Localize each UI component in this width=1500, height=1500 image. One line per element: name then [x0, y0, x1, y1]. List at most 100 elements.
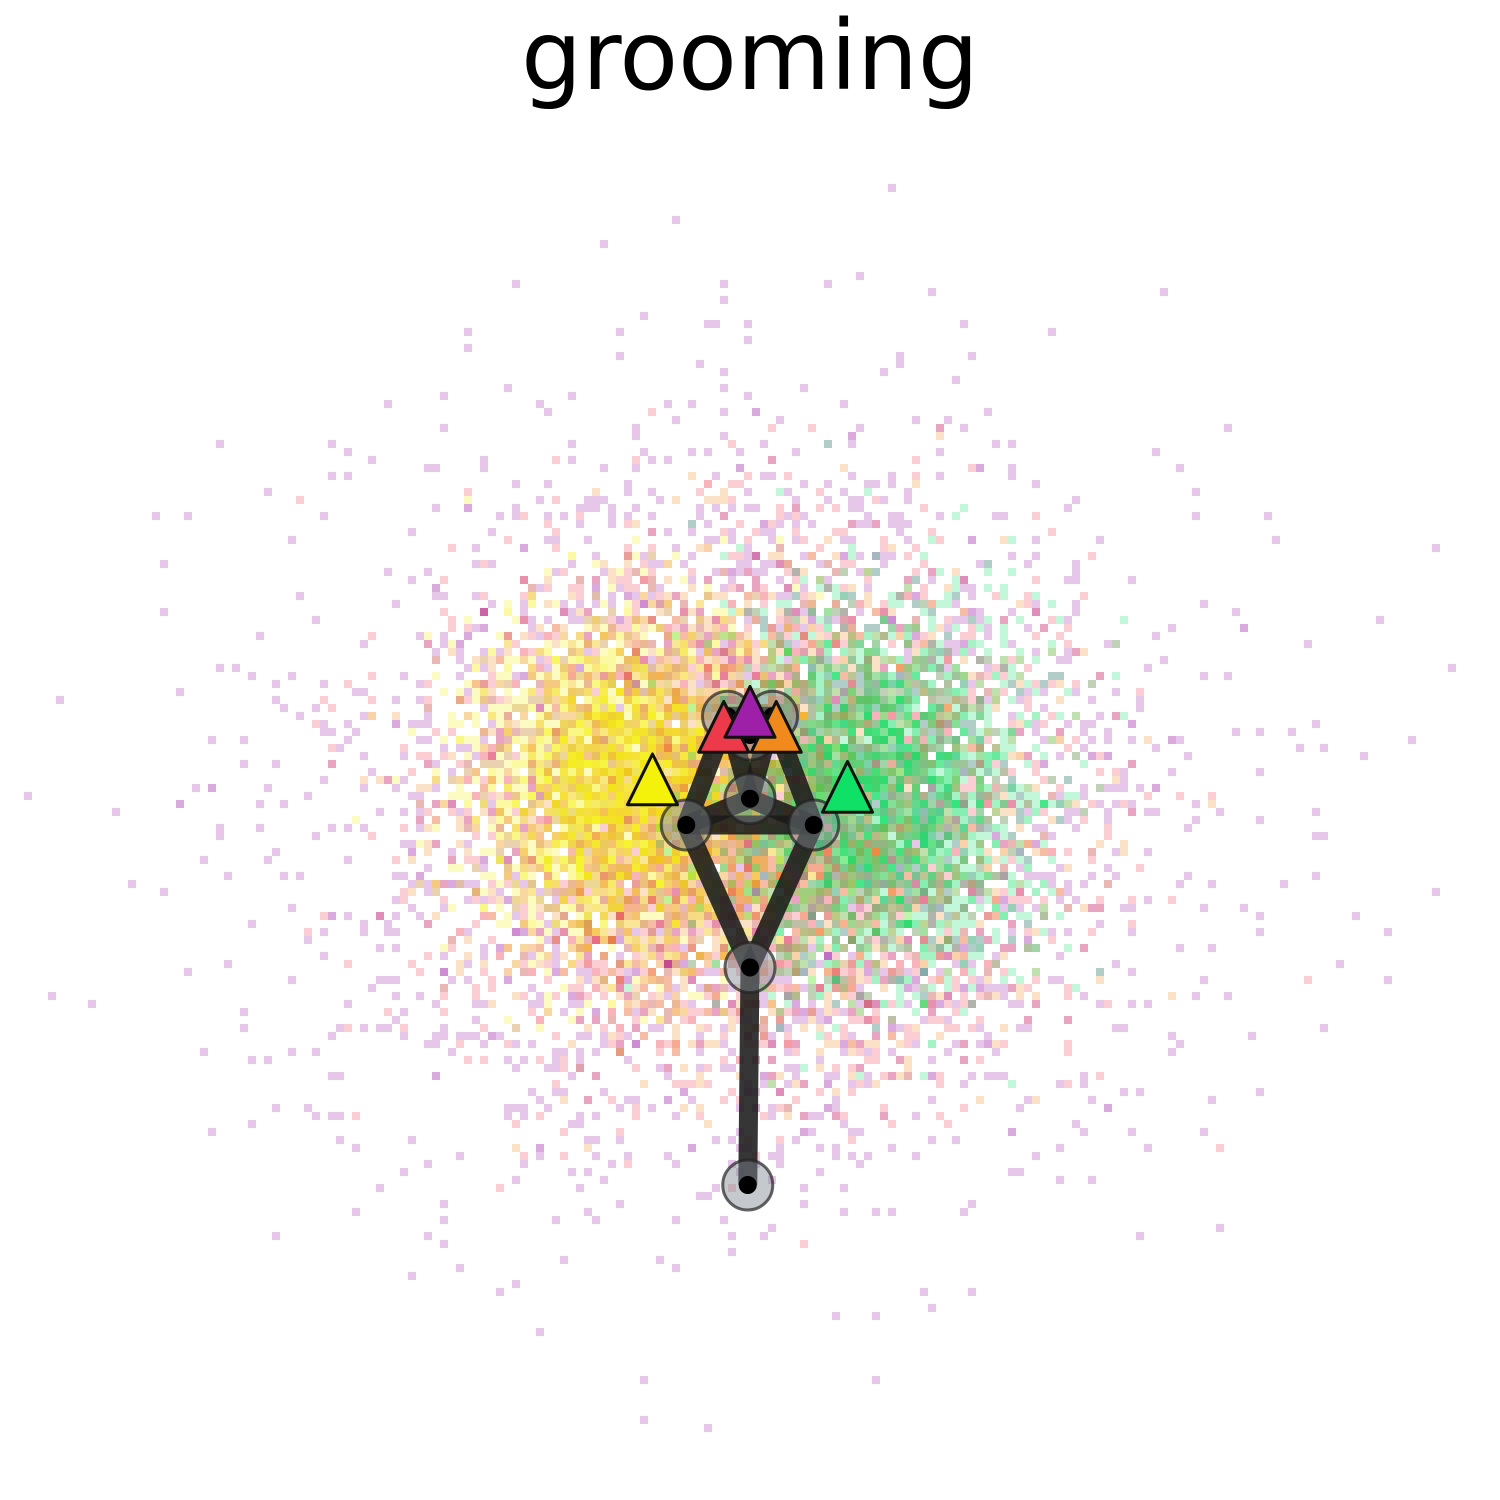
density-cell [680, 920, 688, 928]
density-cell [1048, 616, 1056, 624]
density-cell [552, 704, 560, 712]
density-cell [680, 784, 688, 792]
density-cell [1072, 568, 1080, 576]
density-cell [632, 936, 640, 944]
density-cell [1072, 896, 1080, 904]
density-cell [832, 736, 840, 744]
density-cell [672, 784, 680, 792]
density-cell [808, 856, 816, 864]
density-cell [936, 880, 944, 888]
density-cell [856, 944, 864, 952]
density-cell [160, 608, 168, 616]
density-cell [680, 1000, 688, 1008]
density-cell [888, 896, 896, 904]
density-cell [568, 920, 576, 928]
density-cell [720, 984, 728, 992]
density-cell [624, 488, 632, 496]
density-cell [640, 600, 648, 608]
density-cell [840, 960, 848, 968]
density-cell [480, 784, 488, 792]
density-cell [392, 992, 400, 1000]
density-cell [688, 1144, 696, 1152]
density-cell [704, 928, 712, 936]
density-cell [920, 688, 928, 696]
density-cell [968, 1024, 976, 1032]
density-cell [440, 608, 448, 616]
density-cell [792, 448, 800, 456]
density-cell [752, 832, 760, 840]
density-cell [808, 1008, 816, 1016]
density-cell [592, 584, 600, 592]
density-cell [952, 984, 960, 992]
density-cell [512, 504, 520, 512]
density-cell [760, 848, 768, 856]
density-cell [832, 1112, 840, 1120]
density-cell [640, 1416, 648, 1424]
density-cell [344, 960, 352, 968]
density-cell [800, 720, 808, 728]
density-cell [632, 1096, 640, 1104]
density-cell [736, 632, 744, 640]
density-cell [312, 720, 320, 728]
density-cell [1112, 776, 1120, 784]
density-cell [720, 1216, 728, 1224]
density-cell [936, 824, 944, 832]
density-cell [1296, 744, 1304, 752]
density-cell [880, 688, 888, 696]
density-cell [704, 1008, 712, 1016]
density-cell [872, 1376, 880, 1384]
density-cell [520, 904, 528, 912]
density-cell [728, 696, 736, 704]
density-cell [576, 520, 584, 528]
density-cell [800, 536, 808, 544]
density-cell [760, 1024, 768, 1032]
density-cell [968, 872, 976, 880]
density-cell [520, 952, 528, 960]
density-cell [872, 520, 880, 528]
density-cell [928, 904, 936, 912]
density-cell [872, 480, 880, 488]
density-cell [944, 992, 952, 1000]
density-cell [1008, 440, 1016, 448]
density-cell [672, 688, 680, 696]
density-cell [1072, 752, 1080, 760]
density-cell [952, 832, 960, 840]
density-cell [1016, 984, 1024, 992]
density-cell [1000, 872, 1008, 880]
density-cell [616, 1040, 624, 1048]
density-cell [568, 1000, 576, 1008]
density-cell [1128, 576, 1136, 584]
density-cell [1000, 784, 1008, 792]
density-cell [512, 640, 520, 648]
density-cell [728, 856, 736, 864]
density-cell [1040, 912, 1048, 920]
density-cell [552, 760, 560, 768]
density-cell [600, 640, 608, 648]
density-cell [1128, 760, 1136, 768]
density-cell [1032, 1000, 1040, 1008]
density-cell [472, 888, 480, 896]
density-cell [936, 720, 944, 728]
density-cell [704, 712, 712, 720]
density-cell [792, 896, 800, 904]
density-cell [864, 992, 872, 1000]
density-cell [704, 992, 712, 1000]
density-cell [656, 656, 664, 664]
density-cell [904, 824, 912, 832]
density-cell [712, 984, 720, 992]
density-cell [728, 640, 736, 648]
density-cell [904, 792, 912, 800]
density-cell [736, 848, 744, 856]
density-cell [832, 872, 840, 880]
density-cell [1072, 1120, 1080, 1128]
density-cell [552, 456, 560, 464]
density-cell [616, 968, 624, 976]
density-cell [960, 768, 968, 776]
density-cell [616, 704, 624, 712]
density-cell [968, 608, 976, 616]
density-cell [688, 968, 696, 976]
density-cell [920, 680, 928, 688]
density-cell [896, 824, 904, 832]
density-cell [776, 512, 784, 520]
density-cell [408, 960, 416, 968]
